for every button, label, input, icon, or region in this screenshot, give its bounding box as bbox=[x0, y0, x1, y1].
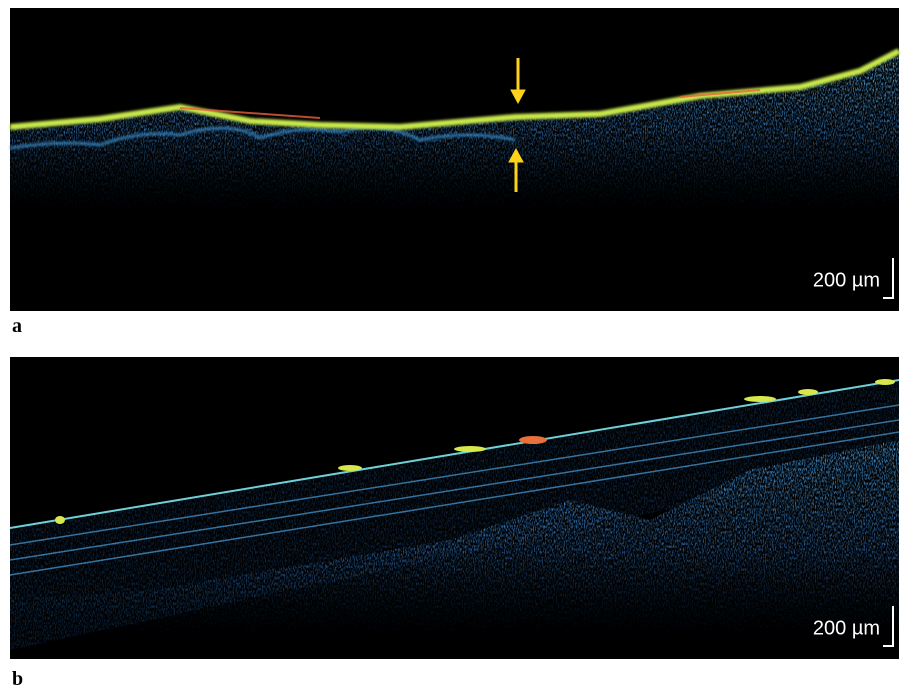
highlight bbox=[798, 389, 818, 395]
page: 200 µm a 200 µm b (() => { const data = … bbox=[0, 0, 909, 691]
scale-bar-label: 200 µm bbox=[813, 269, 880, 291]
highlight bbox=[55, 516, 65, 524]
panel-label: b bbox=[12, 668, 23, 690]
panel-label: a bbox=[12, 315, 22, 337]
scale-bar-label: 200 µm bbox=[813, 617, 880, 639]
highlight bbox=[338, 465, 362, 471]
highlight bbox=[875, 379, 895, 385]
highlight bbox=[454, 446, 486, 452]
figure: 200 µm a 200 µm b bbox=[0, 0, 909, 691]
highlight bbox=[519, 436, 547, 444]
highlight bbox=[744, 396, 776, 402]
